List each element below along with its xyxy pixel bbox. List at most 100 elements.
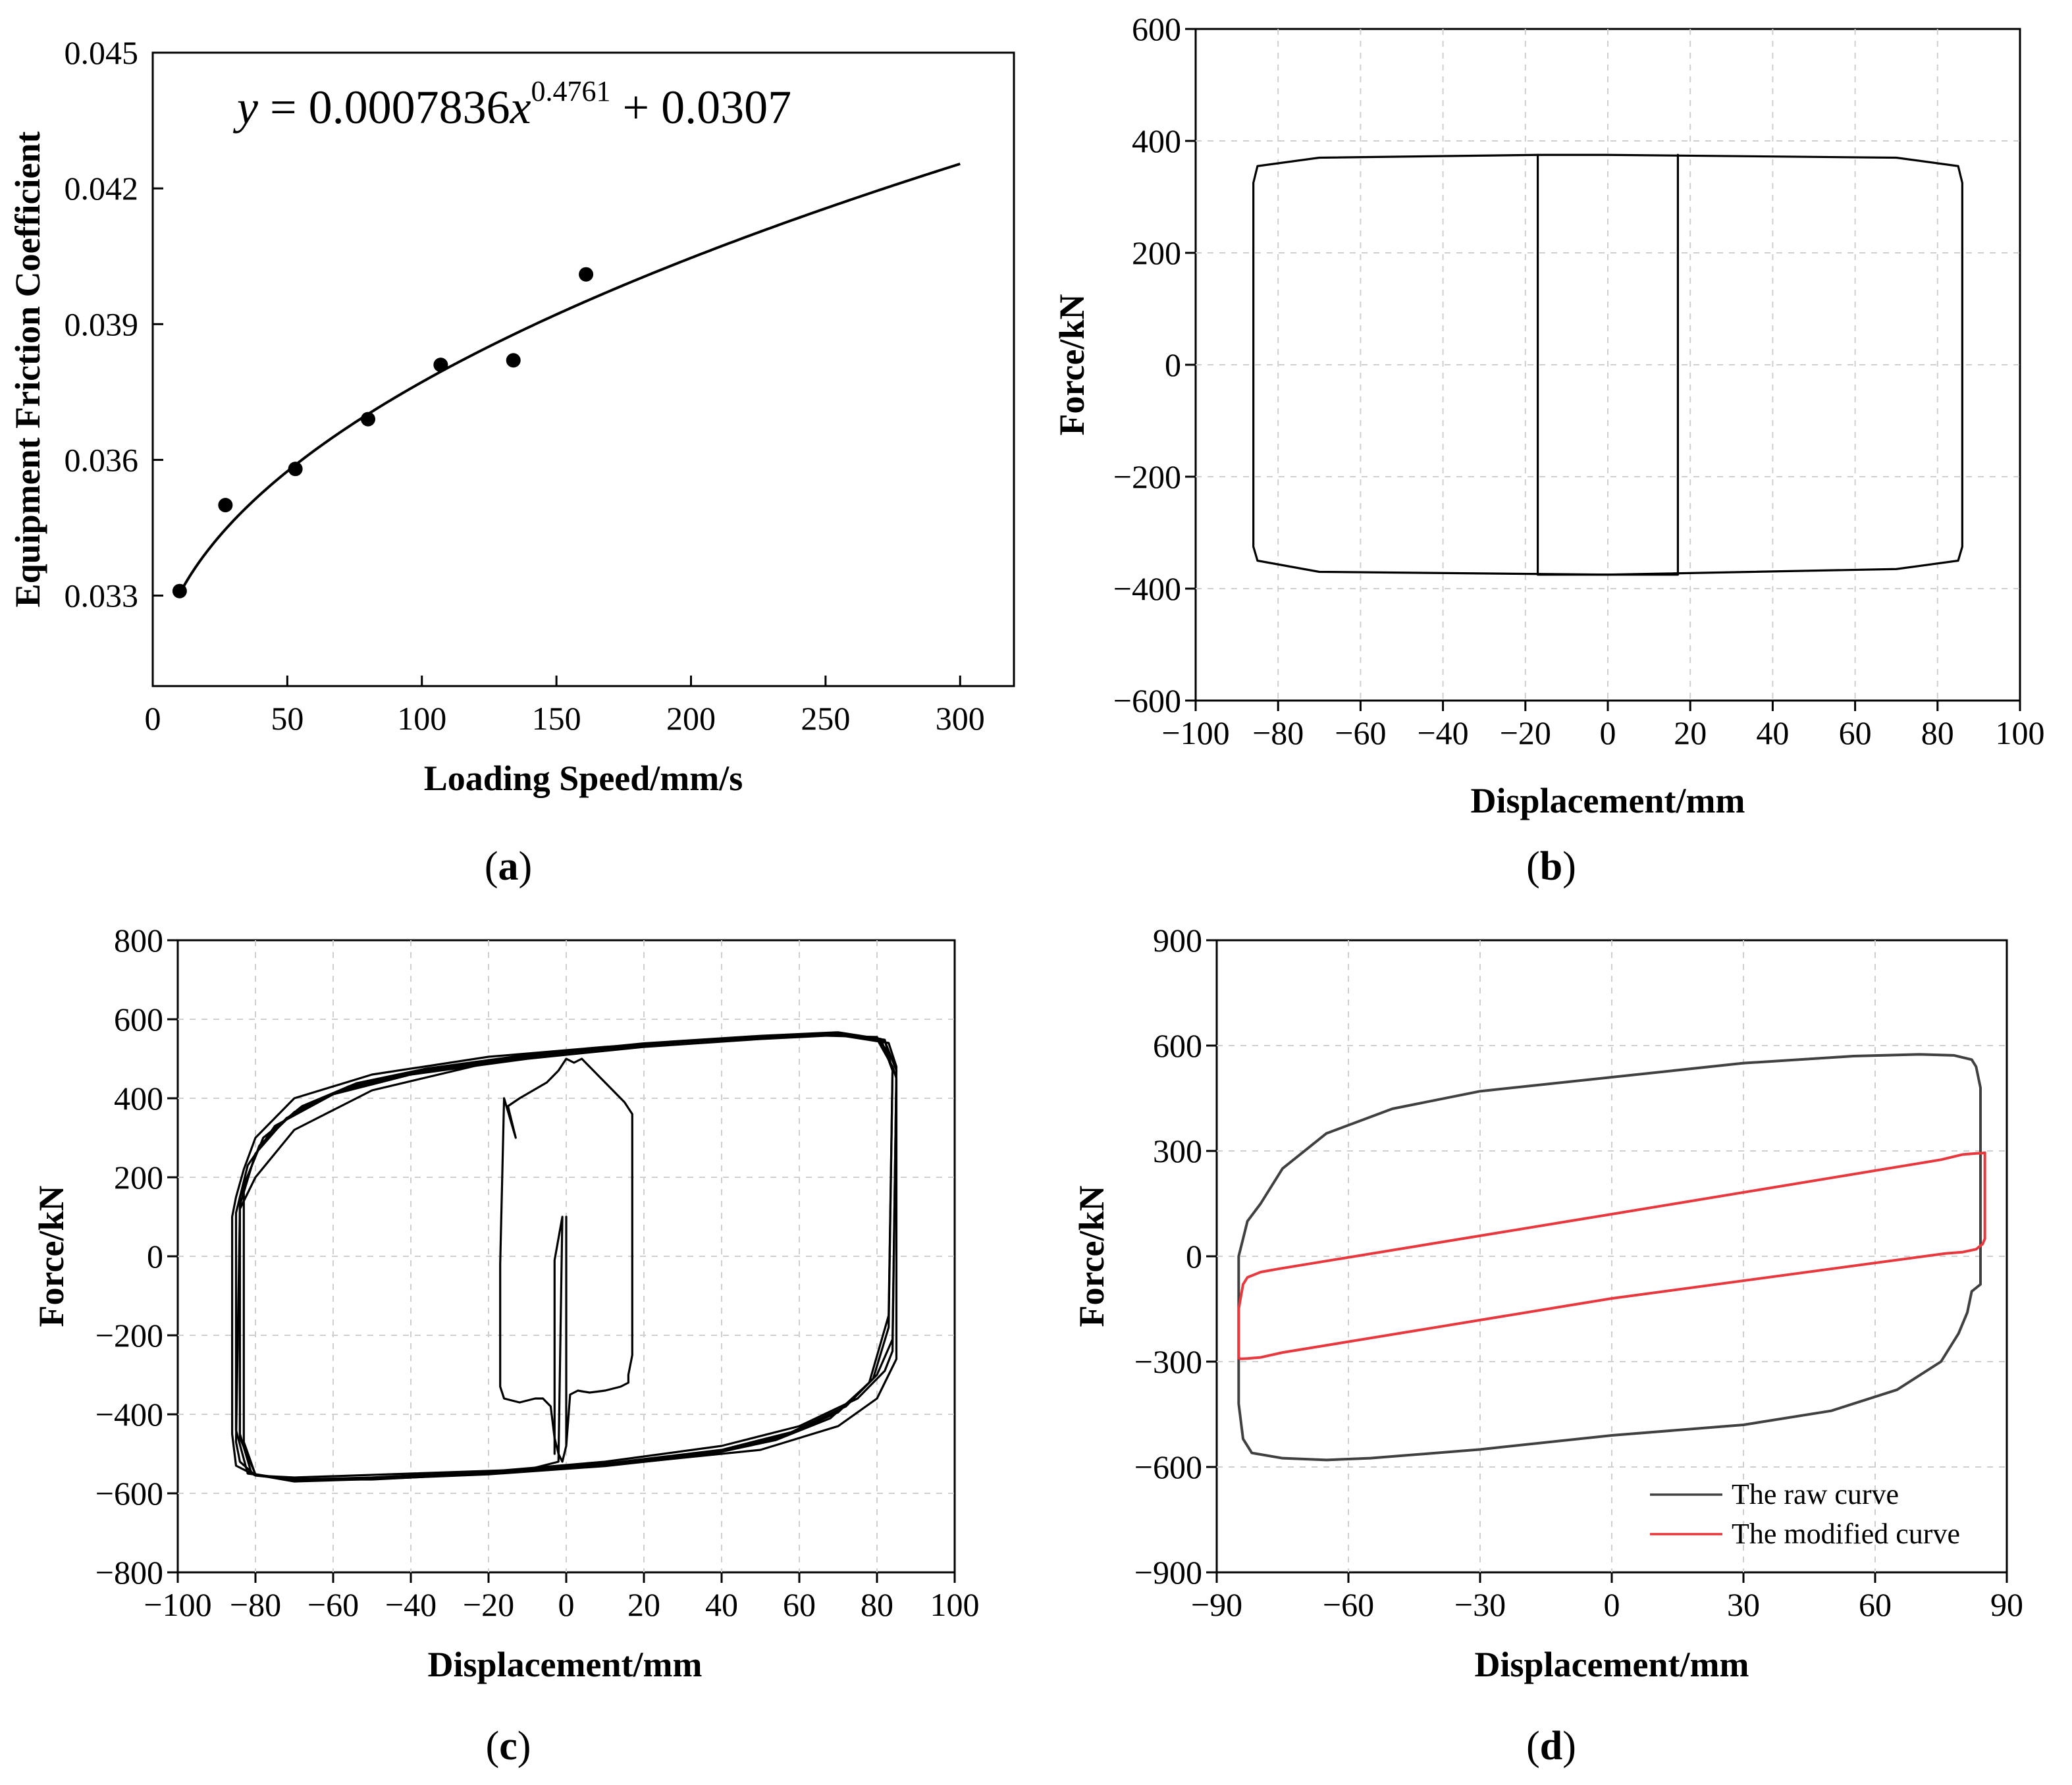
x-tick-label: −60 <box>1323 1586 1374 1623</box>
x-tick-label: −40 <box>1417 714 1468 751</box>
x-tick-label: 300 <box>936 700 985 737</box>
y-axis-label-a: Equipment Friction Coefficient <box>8 132 47 608</box>
y-tick-label: 600 <box>114 1001 163 1038</box>
y-tick-label: 0 <box>1186 1238 1202 1275</box>
caption-d: (d) <box>1526 1724 1576 1769</box>
panel-b: −100 −80 −60 −40 −20 0 20 40 60 80 100 −600−400−20… <box>1052 11 2045 889</box>
x-axis-label-c: Displacement/mm <box>428 1645 703 1684</box>
x-tick-label: 0 <box>145 700 161 737</box>
x-tick-label: −80 <box>230 1586 281 1623</box>
equation-y: y <box>232 81 258 134</box>
x-axis-label-b: Displacement/mm <box>1471 781 1745 820</box>
x-tick-label: −80 <box>1252 714 1304 751</box>
equation-a: y = 0.0007836x0.4761 + 0.0307 <box>232 75 791 134</box>
x-tick-label: 100 <box>930 1586 980 1623</box>
y-tick-label: 800 <box>114 922 163 959</box>
svg-text:y = 0.0007836x0.4761 + 0.0307: y = 0.0007836x0.4761 + 0.0307 <box>232 75 791 134</box>
x-tick-label: 0 <box>558 1586 575 1623</box>
x-axis-label-a: Loading Speed/mm/s <box>424 759 743 798</box>
x-tick-label: −30 <box>1454 1586 1506 1623</box>
x-tick-label: −100 <box>1161 714 1229 751</box>
data-c <box>231 1031 898 1483</box>
data-point <box>506 353 521 368</box>
y-tick-label: 0 <box>1165 346 1181 383</box>
panel-d: −90 −60 −30 0 30 60 90 −900−600−3000300600900 … <box>1072 922 2023 1769</box>
x-tick-label: −60 <box>307 1586 359 1623</box>
x-axis-label-d: Displacement/mm <box>1475 1645 1749 1684</box>
x-ticks-c: −100 −80 −60 −40 −20 0 20 40 60 80 100 <box>144 1572 980 1623</box>
y-tick-label: 400 <box>1132 122 1181 159</box>
x-tick-label: −40 <box>385 1586 437 1623</box>
data-point <box>579 267 594 282</box>
caption-c: (c) <box>486 1724 531 1769</box>
series-inner <box>499 1057 633 1463</box>
x-tick-label: 50 <box>271 700 304 737</box>
x-ticks-a: 0 50 100 150 200 250 300 <box>145 676 985 737</box>
y-tick-label: 0.039 <box>65 306 139 342</box>
y-tick-label: −600 <box>1134 1449 1202 1485</box>
fit-curve <box>178 162 961 595</box>
y-tick-label: −200 <box>95 1317 163 1354</box>
x-ticks-b: −100 −80 −60 −40 −20 0 20 40 60 80 100 <box>1161 701 2045 751</box>
x-tick-label: 200 <box>666 700 716 737</box>
y-tick-label: 900 <box>1153 922 1202 959</box>
x-ticks-d: −90 −60 −30 0 30 60 90 <box>1191 1572 2023 1623</box>
x-tick-label: −20 <box>463 1586 514 1623</box>
data-point <box>288 462 303 477</box>
x-tick-label: 20 <box>627 1586 660 1623</box>
panel-c: −100 −80 −60 −40 −20 0 20 40 60 80 100 −800−600−40… <box>32 922 980 1769</box>
x-tick-label: 250 <box>801 700 850 737</box>
series-cycle-5 <box>242 1031 894 1483</box>
y-tick-label: 200 <box>114 1159 163 1196</box>
equation-exponent: 0.4761 <box>531 75 611 107</box>
y-tick-label: −400 <box>1113 570 1181 607</box>
legend-label-modified: The modified curve <box>1732 1518 1960 1550</box>
panel-a: y = 0.0007836x0.4761 + 0.0307 0 50 100 150 2… <box>8 34 1015 889</box>
plot-frame-a <box>151 51 1015 687</box>
y-tick-label: 300 <box>1153 1132 1202 1169</box>
y-tick-label: 0.036 <box>65 441 139 478</box>
x-tick-label: 100 <box>397 700 446 737</box>
data-point <box>218 498 233 513</box>
series-the-modified-curve <box>1237 1151 1986 1360</box>
x-tick-label: −100 <box>144 1586 211 1623</box>
y-ticks-c: −800 −600 −400 −200 0 200 400 600 800 <box>95 922 178 1591</box>
equation-constant: + 0.0307 <box>611 81 792 134</box>
x-tick-label: 90 <box>1990 1586 2023 1623</box>
y-tick-label: 600 <box>1132 11 1181 47</box>
legend-label-raw: The raw curve <box>1732 1478 1899 1510</box>
y-tick-label: 0.042 <box>65 170 139 207</box>
equation-x: x <box>510 81 531 134</box>
grid-b <box>1196 29 2020 701</box>
y-ticks-b: −600 −400 −200 0 200 400 600 <box>1113 11 1196 719</box>
equation-coef: = 0.0007836 <box>258 81 510 134</box>
y-tick-label: 200 <box>1132 234 1181 271</box>
data-point <box>361 412 375 427</box>
x-tick-label: 40 <box>705 1586 738 1623</box>
y-tick-label: 600 <box>1153 1027 1202 1064</box>
y-tick-label: −900 <box>1134 1554 1202 1591</box>
x-tick-label: 80 <box>1921 714 1954 751</box>
grid-d <box>1217 940 2007 1572</box>
data-b <box>1252 153 1963 576</box>
series-initial <box>1536 153 1680 576</box>
y-axis-label-b: Force/kN <box>1052 294 1092 436</box>
x-tick-label: 100 <box>1996 714 2045 751</box>
y-tick-label: −300 <box>1134 1343 1202 1380</box>
x-tick-label: 0 <box>1604 1586 1620 1623</box>
x-tick-label: 150 <box>532 700 581 737</box>
series-outer-loop <box>1252 153 1963 576</box>
y-tick-label: 400 <box>114 1080 163 1117</box>
x-tick-label: −60 <box>1335 714 1386 751</box>
y-tick-label: 0 <box>147 1238 163 1275</box>
x-tick-label: 40 <box>1756 714 1789 751</box>
y-tick-label: 0.045 <box>65 34 139 71</box>
x-tick-label: 60 <box>1839 714 1872 751</box>
y-tick-label: 0.033 <box>65 577 139 614</box>
y-tick-label: −200 <box>1113 458 1181 495</box>
x-tick-label: 0 <box>1600 714 1616 751</box>
y-axis-label-c: Force/kN <box>32 1186 71 1327</box>
x-tick-label: 30 <box>1727 1586 1760 1623</box>
data-point <box>172 583 187 599</box>
